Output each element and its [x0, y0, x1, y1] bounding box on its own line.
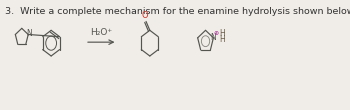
Text: ⊕: ⊕ [214, 31, 219, 36]
Text: H₂O⁺: H₂O⁺ [90, 28, 112, 37]
Text: H: H [219, 35, 225, 44]
Text: O: O [141, 11, 148, 20]
Text: H: H [219, 29, 225, 38]
Text: N: N [27, 28, 32, 38]
Text: N: N [211, 33, 216, 42]
Text: 3.  Write a complete mechanism for the enamine hydrolysis shown below.: 3. Write a complete mechanism for the en… [5, 7, 350, 16]
